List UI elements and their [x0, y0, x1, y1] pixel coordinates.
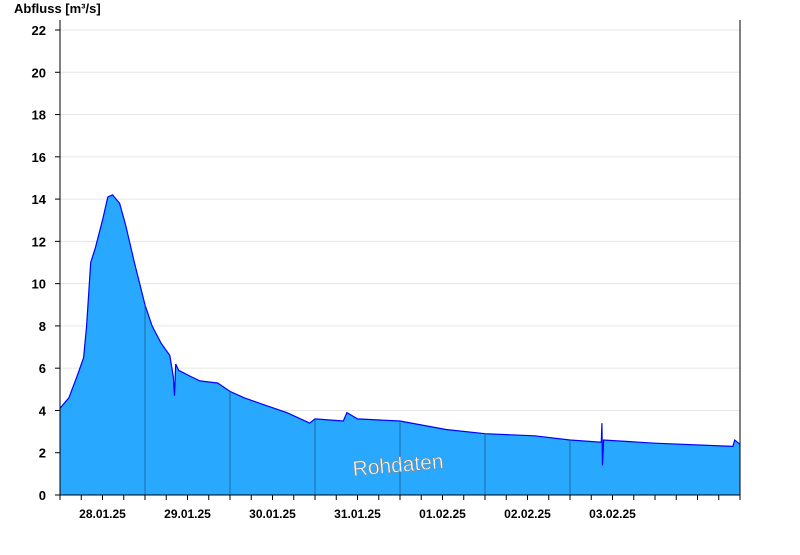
- y-tick-label: 10: [32, 277, 46, 292]
- x-tick-label: 01.02.25: [419, 507, 466, 521]
- y-tick-label: 4: [39, 403, 47, 418]
- x-tick-label: 02.02.25: [504, 507, 551, 521]
- y-axis-label: Abfluss [m³/s]: [14, 1, 101, 16]
- y-tick-label: 14: [32, 192, 47, 207]
- y-tick-label: 16: [32, 150, 46, 165]
- x-tick-label: 29.01.25: [164, 507, 211, 521]
- x-tick-label: 28.01.25: [79, 507, 126, 521]
- y-tick-label: 0: [39, 488, 46, 503]
- y-tick-label: 12: [32, 234, 46, 249]
- x-tick-label: 31.01.25: [334, 507, 381, 521]
- x-tick-label: 30.01.25: [249, 507, 296, 521]
- y-tick-label: 20: [32, 65, 46, 80]
- x-tick-label: 03.02.25: [589, 507, 636, 521]
- y-tick-label: 8: [39, 319, 46, 334]
- y-tick-label: 6: [39, 361, 46, 376]
- y-tick-label: 18: [32, 108, 46, 123]
- y-tick-label: 22: [32, 23, 46, 38]
- y-tick-label: 2: [39, 446, 46, 461]
- discharge-line: [59, 194, 741, 466]
